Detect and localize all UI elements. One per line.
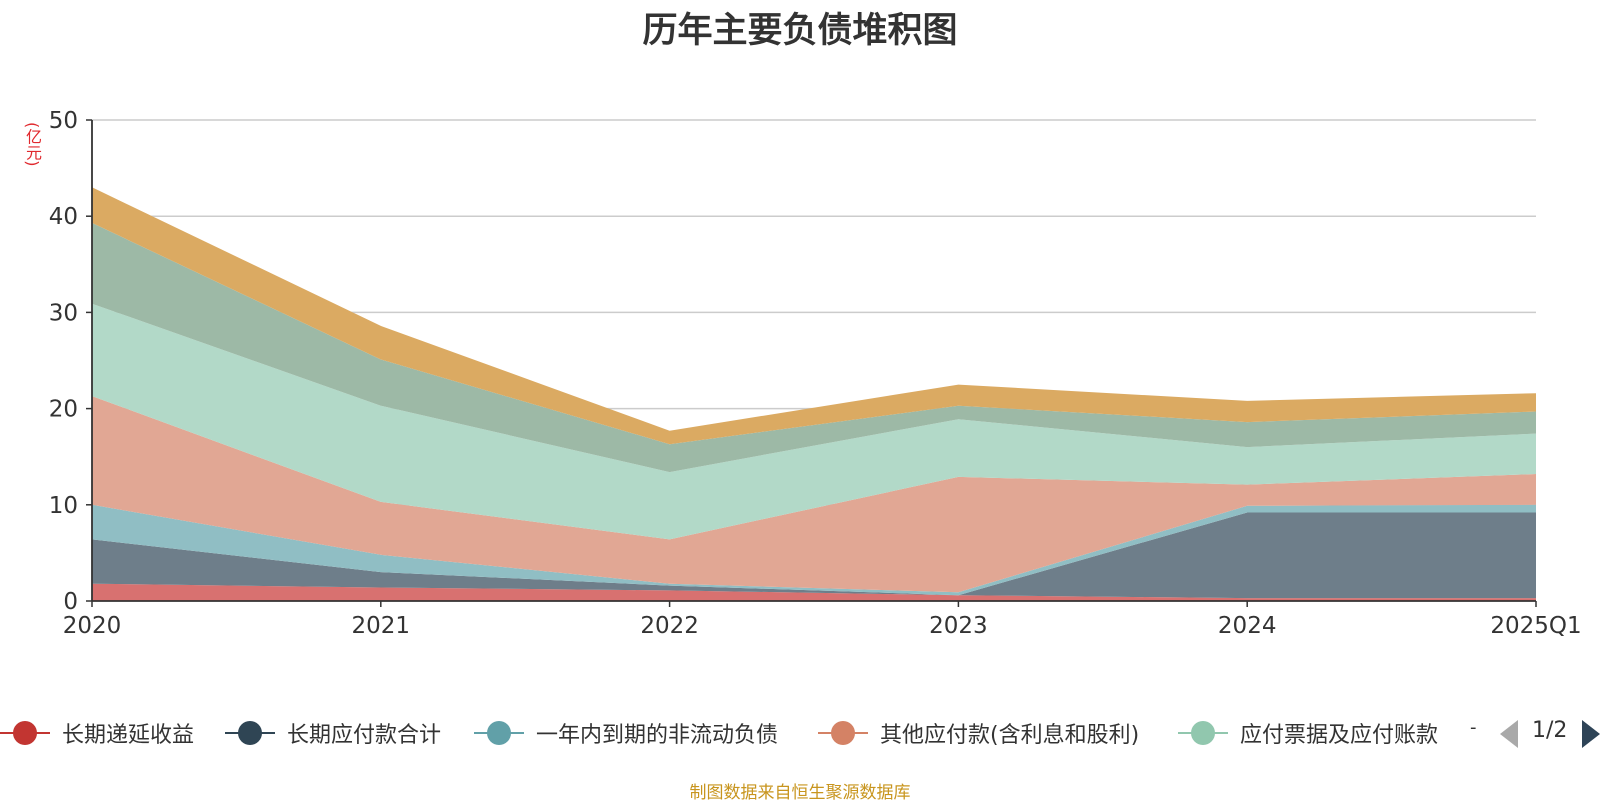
stacked-areas <box>92 187 1536 601</box>
x-tick-label: 2022 <box>640 613 699 639</box>
axes: 0 10 20 30 40 50 2020 2021 2022 2023 2024 2025Q1 <box>49 108 1582 639</box>
y-tick-label: 50 <box>49 108 78 134</box>
x-tick-label: 2021 <box>352 613 411 639</box>
legend-item[interactable]: 应付票据及应付账款 <box>1178 715 1438 751</box>
legend-item[interactable]: 长期递延收益 <box>0 715 194 751</box>
legend-item[interactable]: 其他应付款(含利息和股利) <box>818 715 1139 751</box>
x-tick-label: 2020 <box>63 613 122 639</box>
legend-item[interactable]: 长期应付款合计 <box>225 715 441 751</box>
data-source-note: 制图数据来自恒生聚源数据库 <box>689 783 911 803</box>
y-tick-label: 10 <box>49 493 78 519</box>
x-tick-label: 2023 <box>929 613 988 639</box>
y-tick-label: 20 <box>49 397 78 423</box>
y-tick-label: 40 <box>49 204 78 230</box>
legend-next-page-icon[interactable] <box>1582 720 1600 748</box>
x-tick-label: 2025Q1 <box>1490 613 1581 639</box>
area-series-4 <box>92 303 1536 540</box>
area-series-2 <box>92 504 1536 596</box>
legend-marker-icon <box>1178 715 1228 751</box>
legend-label: 长期应付款合计 <box>287 723 442 748</box>
legend-prev-page-icon[interactable] <box>1500 720 1518 748</box>
y-tick-label: 30 <box>49 300 78 326</box>
legend: 长期递延收益 长期应付款合计 一年内到期的非流动负债 其他应付款(含利息和股利) 应付票… <box>0 715 1600 751</box>
legend-label: 其他应付款(含利息和股利) <box>880 723 1140 748</box>
area-series-5 <box>92 222 1536 473</box>
legend-item[interactable]: 一年内到期的非流动负债 <box>474 715 778 751</box>
legend-pager: 1/2 <box>1500 715 1600 751</box>
y-axis-unit-label: (亿元) <box>23 122 42 167</box>
x-tick-label: 2024 <box>1218 613 1277 639</box>
legend-page-indicator: 1/2 <box>1532 718 1568 743</box>
legend-marker-icon <box>225 715 275 751</box>
legend-marker-icon <box>0 715 50 751</box>
area-series-3 <box>92 396 1536 593</box>
legend-marker-icon <box>818 715 868 751</box>
area-series-6 <box>92 187 1536 445</box>
chart-title: 历年主要负债堆积图 <box>642 11 958 51</box>
y-tick-label: 0 <box>63 589 78 615</box>
legend-label: 长期递延收益 <box>62 723 195 748</box>
legend-label: 一年内到期的非流动负债 <box>536 723 779 748</box>
legend-marker-icon <box>474 715 524 751</box>
area-series-1 <box>92 512 1536 599</box>
area-series-0 <box>92 583 1536 601</box>
legend-label: 应付票据及应付账款 <box>1240 723 1439 748</box>
legend-overflow-mark: - <box>1470 717 1477 738</box>
